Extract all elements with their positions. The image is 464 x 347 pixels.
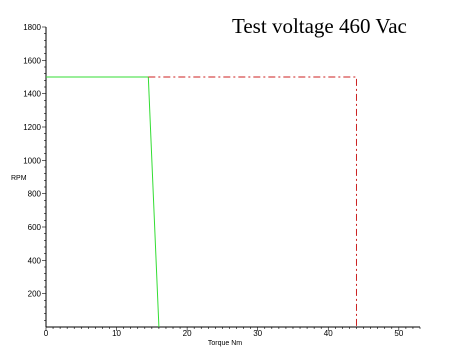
y-tick-label: 1800 (23, 23, 41, 32)
y-tick-label: 1400 (23, 90, 41, 99)
y-tick-label: 400 (28, 256, 42, 265)
y-tick-label: 1600 (23, 56, 41, 65)
y-tick-label: 1000 (23, 156, 41, 165)
y-tick-label: 800 (28, 190, 42, 199)
x-tick-label: 0 (44, 329, 49, 338)
series-line-2 (148, 76, 357, 327)
y-tick-label: 600 (28, 223, 42, 232)
y-tick-label: 200 (28, 290, 42, 299)
x-tick-label: 50 (394, 329, 403, 338)
series-line-1 (46, 76, 160, 328)
x-tick-label: 30 (253, 329, 262, 338)
chart-title: Test voltage 460 Vac (232, 14, 407, 38)
x-tick-label: 20 (183, 329, 192, 338)
x-tick-label: 10 (112, 329, 121, 338)
x-axis-label: Torque Nm (208, 340, 242, 347)
y-axis-label: RPM (11, 175, 27, 182)
plot-area: 0 10 20 30 40 50 200 400 600 800 1000 1200 1400 1600 1… (23, 23, 421, 338)
x-tick-label: 40 (324, 329, 333, 338)
y-tick-label: 1200 (23, 123, 41, 132)
